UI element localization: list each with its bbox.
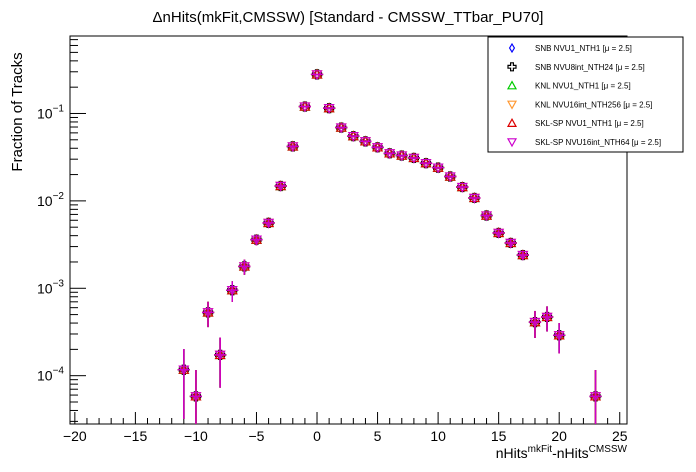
triangle-down-marker — [529, 317, 541, 328]
diamond-marker — [508, 42, 516, 54]
legend-entry: SKL-SP NVU1_NTH1 [μ = 2.5] — [535, 119, 644, 128]
x-tick-label: 15 — [491, 428, 507, 444]
triangle-down-marker — [384, 149, 396, 160]
triangle-down-marker — [202, 308, 214, 319]
y-tick-label: 10−2 — [37, 191, 64, 209]
triangle-down-marker — [190, 392, 202, 403]
x-tick-label: −5 — [248, 428, 264, 444]
triangle-down-marker — [238, 262, 250, 273]
x-tick-label: 5 — [374, 428, 382, 444]
triangle-down-marker — [506, 100, 518, 110]
triangle-down-marker — [408, 153, 420, 164]
x-axis-label: nHitsmkFit-nHitsCMSSW — [496, 444, 628, 461]
triangle-down-marker — [444, 172, 456, 183]
triangle-down-marker — [589, 392, 602, 403]
triangle-down-marker — [553, 331, 565, 342]
legend-box — [487, 36, 684, 153]
x-tick-label: 20 — [551, 428, 567, 444]
triangle-down-marker — [456, 182, 468, 193]
triangle-down-marker — [396, 151, 408, 162]
x-tick-label: 0 — [313, 428, 321, 444]
triangle-down-marker — [372, 143, 384, 154]
y-tick-label: 10−3 — [37, 278, 64, 296]
legend-entry: SKL-SP NVU16int_NTH64 [μ = 2.5] — [535, 138, 661, 147]
triangle-down-marker — [287, 142, 299, 153]
triangle-down-marker — [506, 138, 518, 148]
y-tick-label: 10−4 — [37, 366, 64, 384]
x-tick-label: −15 — [124, 428, 148, 444]
triangle-down-marker — [226, 286, 238, 296]
legend: SNB NVU1_NTH1 [μ = 2.5] SNB NVU8int_NTH24… — [487, 36, 684, 153]
triangle-up-marker — [506, 117, 518, 128]
cross-marker — [507, 62, 517, 72]
triangle-down-marker — [505, 238, 517, 249]
triangle-down-marker — [468, 193, 480, 204]
y-axis-label: Fraction of Tracks — [9, 52, 26, 171]
triangle-down-marker — [250, 235, 262, 246]
triangle-down-marker — [481, 211, 493, 222]
triangle-down-marker — [359, 137, 371, 148]
data-marks — [177, 68, 602, 424]
triangle-down-marker — [214, 350, 226, 361]
triangle-up-marker — [506, 80, 518, 90]
x-tick-label: 25 — [612, 428, 628, 444]
triangle-down-marker — [493, 228, 505, 239]
triangle-down-marker — [347, 131, 359, 142]
series-5 — [177, 70, 602, 424]
legend-entry: KNL NVU16int_NTH256 [μ = 2.5] — [535, 100, 652, 109]
legend-entry: SNB NVU1_NTH1 [μ = 2.5] — [535, 44, 632, 53]
triangle-down-marker — [275, 181, 287, 192]
y-tick-label: 10−1 — [37, 103, 64, 121]
triangle-down-marker — [263, 218, 275, 229]
x-tick-label: 10 — [430, 428, 446, 444]
triangle-down-marker — [323, 103, 335, 114]
triangle-down-marker — [432, 163, 444, 174]
plot-frame — [69, 35, 628, 425]
x-tick-label: −20 — [63, 428, 87, 444]
legend-entry: KNL NVU1_NTH1 [μ = 2.5] — [535, 82, 631, 91]
triangle-down-marker — [420, 158, 432, 169]
triangle-down-marker — [299, 102, 311, 113]
legend-entry: SNB NVU8int_NTH24 [μ = 2.5] — [535, 63, 645, 72]
triangle-down-marker — [311, 70, 323, 81]
triangle-down-marker — [178, 365, 190, 376]
x-tick-label: −10 — [184, 428, 208, 444]
triangle-down-marker — [541, 312, 553, 323]
chart-title: ΔnHits(mkFit,CMSSW) [Standard - CMSSW_TT… — [153, 9, 544, 26]
triangle-down-marker — [517, 250, 529, 261]
axes: −20 −15 −10 −5 0 5 10 15 20 25 10−1 10−2 10−3 10−4 — [37, 35, 628, 444]
triangle-down-marker — [335, 123, 347, 134]
